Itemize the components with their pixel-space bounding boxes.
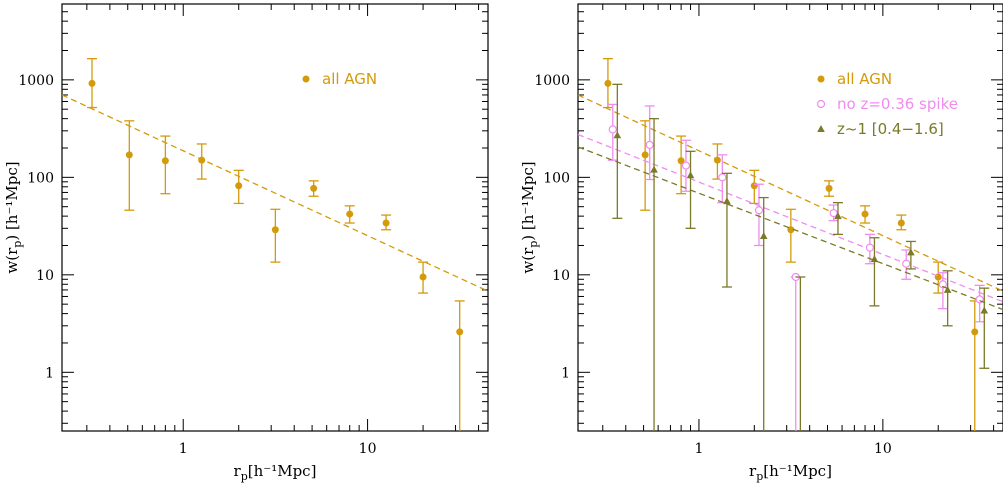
legend: all AGN no z=0.36 spike z~1 [0.4−1.6] (816, 70, 958, 138)
data-point (88, 79, 96, 87)
y-tick-label: 100 (27, 170, 54, 186)
data-point (971, 328, 979, 336)
data-point (787, 226, 795, 234)
fit-line (578, 133, 1003, 303)
data-point (907, 248, 915, 256)
y-tick-label: 1 (561, 365, 570, 381)
data-point (456, 328, 464, 336)
data-point (604, 79, 612, 87)
x-tick-label: 10 (874, 441, 892, 457)
data-point (754, 206, 764, 215)
plot-frame (61, 3, 489, 432)
data-point (902, 259, 911, 268)
x-tick-label: 1 (694, 441, 703, 457)
data-point (125, 151, 133, 159)
y-tick-label: 10 (552, 268, 570, 284)
data-point (718, 173, 727, 182)
legend-marker (817, 125, 825, 132)
data-point (934, 273, 942, 281)
data-point (686, 171, 695, 179)
data-point (750, 182, 758, 190)
data-point (382, 219, 390, 227)
y-axis-title: w(rp) [h⁻¹Mpc] (3, 161, 24, 273)
x-axis-title: rp[h⁻¹Mpc] (234, 462, 317, 483)
legend-label: no z=0.36 spike (837, 95, 958, 113)
data-point (677, 157, 685, 165)
series-no-z-0-36-spike (578, 103, 1003, 431)
data-point (897, 219, 905, 227)
data-point (861, 210, 869, 218)
series-z-1-0-4-1-6- (578, 83, 1003, 431)
data-point (346, 210, 354, 218)
legend: all AGN (302, 70, 377, 88)
data-point (641, 151, 649, 159)
legend-marker (816, 99, 826, 109)
data-point (870, 255, 879, 263)
panel-right: 1 10 1 10 100 1000 rp[h⁻¹Mpc] w(rp) [h⁻¹Mpc] all… (519, 3, 1003, 483)
data-layer (578, 58, 1003, 431)
legend-label: z~1 [0.4−1.6] (837, 120, 944, 138)
series-all-agn (62, 58, 488, 431)
data-point (825, 184, 833, 192)
legend-marker (817, 75, 825, 83)
data-point (613, 131, 622, 139)
data-point (198, 156, 206, 164)
data-point (419, 273, 427, 281)
y-tick-label: 1000 (18, 73, 54, 89)
data-point (759, 232, 768, 240)
legend-label: all AGN (837, 70, 892, 88)
data-point (938, 280, 947, 289)
y-tick-label: 100 (543, 170, 570, 186)
fit-line (578, 94, 1003, 292)
data-point (829, 208, 838, 218)
fit-line (578, 146, 1003, 311)
x-axis-title: rp[h⁻¹Mpc] (749, 462, 832, 483)
data-point (723, 197, 731, 205)
plot-frame (577, 3, 1003, 432)
x-tick-label: 10 (359, 441, 377, 457)
y-tick-label: 1000 (534, 73, 570, 89)
legend-marker (302, 75, 310, 83)
y-tick-label: 10 (36, 268, 54, 284)
data-point (161, 157, 169, 165)
data-point (865, 243, 874, 252)
data-point (235, 182, 243, 190)
panel-left: 1 10 1 10 100 1000 rp[h⁻¹Mpc] w(rp) [h⁻¹Mpc] all… (3, 3, 489, 483)
data-point (310, 184, 318, 192)
legend-label: all AGN (322, 70, 377, 88)
fit-line (62, 94, 488, 292)
data-point (608, 125, 617, 134)
y-tick-label: 1 (45, 365, 54, 381)
data-point (980, 306, 989, 314)
data-point (650, 165, 658, 173)
y-axis-title: w(rp) [h⁻¹Mpc] (519, 161, 540, 273)
data-point (271, 226, 279, 234)
data-layer (62, 58, 488, 431)
data-point (834, 212, 842, 220)
x-tick-label: 1 (179, 441, 188, 457)
data-point (713, 156, 721, 164)
data-point (943, 285, 952, 293)
data-point (681, 161, 691, 170)
data-point (645, 140, 654, 150)
series-all-agn (578, 58, 1003, 431)
